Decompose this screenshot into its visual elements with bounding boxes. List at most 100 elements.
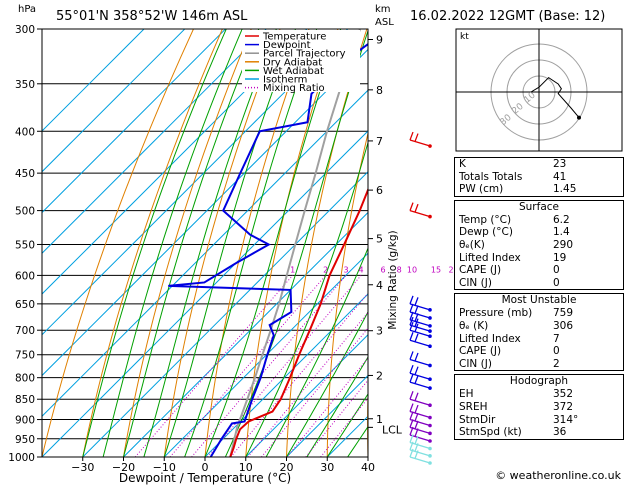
surface-label: Dewp (°C) <box>459 226 513 239</box>
hodograph-table-title: Hodograph <box>509 375 569 388</box>
index-row: K 23 <box>455 158 623 171</box>
pressure-axis: 300 350 400 450 500 550 600 650 700 750 800 850 900 9… <box>8 24 42 464</box>
mixing-ratio-label: 1 <box>290 265 295 274</box>
wind-barb-flag <box>409 390 414 400</box>
wind-barb-flag <box>414 375 419 384</box>
wind-barb-flag <box>414 333 419 342</box>
pressure-tick-label: 450 <box>15 168 35 180</box>
hodograph-stat-row: SREH 372 <box>455 401 623 414</box>
hodograph-stat-row: StmSpd (kt) 36 <box>455 426 623 439</box>
wind-barb-flag <box>414 297 419 306</box>
wind-barb-flag <box>414 428 419 437</box>
most-unstable-label: CAPE (J) <box>459 345 502 358</box>
wind-barb-dot <box>428 415 432 420</box>
profile-lines <box>168 29 368 457</box>
wind-barb-dot <box>428 214 432 219</box>
pressure-tick-label: 950 <box>15 434 35 446</box>
surface-row: CAPE (J) 0 <box>455 264 623 277</box>
pressure-tick-label: 350 <box>15 79 35 91</box>
index-row: Totals Totals 41 <box>455 171 623 184</box>
temperature-line <box>229 187 368 457</box>
wet-adiabat-line <box>265 246 368 457</box>
legend-box <box>242 30 360 92</box>
pressure-tick-label: 300 <box>15 24 35 36</box>
hodograph-stat-value: 352 <box>553 388 574 401</box>
mixing-ratio-label: 15 <box>431 265 441 274</box>
temperature-tick-label: −10 <box>153 461 176 474</box>
pressure-tick-label: 500 <box>15 206 35 218</box>
most-unstable-value: 2 <box>553 357 560 370</box>
wind-barb-dot <box>428 363 432 368</box>
wind-barb <box>409 449 431 457</box>
isotherm-line <box>42 89 368 417</box>
wind-barb-dot <box>428 329 432 333</box>
wind-barb <box>409 372 431 380</box>
mixing-ratio-label: 20 <box>449 265 459 274</box>
wind-barb <box>409 209 431 218</box>
surface-title: Surface <box>518 200 559 213</box>
wind-barb-flag <box>409 131 414 141</box>
dry-adiabat-line <box>42 29 194 457</box>
wind-barb <box>409 381 431 389</box>
wind-barb-flag <box>414 313 419 322</box>
altitude-tick-label: 2 <box>376 369 383 382</box>
most-unstable-label: Pressure (mb) <box>459 307 533 320</box>
wind-barb-flag <box>414 323 419 332</box>
copyright: © weatheronline.co.uk <box>495 469 621 482</box>
most-unstable-value: 759 <box>553 307 574 320</box>
pressure-tick-label: 750 <box>15 350 35 362</box>
wind-barb-flag <box>414 392 419 401</box>
lcl-label: LCL <box>382 423 403 436</box>
most-unstable-row: Pressure (mb) 759 <box>455 307 623 320</box>
pressure-tick-label: 400 <box>15 126 35 138</box>
wind-barb <box>409 456 431 464</box>
wind-barb <box>409 418 431 427</box>
wind-barb-flag <box>409 434 414 443</box>
wind-barb-flag <box>409 202 414 211</box>
isotherm-line <box>82 171 368 457</box>
wind-barb <box>409 398 431 406</box>
index-label: K <box>459 158 466 170</box>
wind-barb-dot <box>428 423 432 428</box>
hodograph-unit-label: kt <box>460 32 469 42</box>
dry-adiabat-line <box>163 29 281 457</box>
wind-barb-flag <box>414 133 419 142</box>
pressure-tick-label: 550 <box>15 239 35 251</box>
index-value: 1.45 <box>553 183 577 196</box>
mixing-ratio-label: 8 <box>397 265 402 274</box>
mixing-ratio-label: 2 <box>323 265 328 274</box>
isotherm-line <box>163 252 368 457</box>
hodograph-stat-row: EH 352 <box>455 388 623 401</box>
most-unstable-label: CIN (J) <box>459 357 492 370</box>
wind-barb-flag <box>409 403 414 412</box>
wind-barb-flag <box>409 411 414 420</box>
wet-adiabat-line <box>82 29 227 457</box>
altitude-tick-label: 5 <box>376 233 383 246</box>
wind-barb-flag <box>414 412 419 422</box>
temperature-tick-label: 40 <box>361 461 375 474</box>
surface-value: 6.2 <box>553 213 570 226</box>
legend-label: Wet Adiabat <box>263 66 324 77</box>
wind-barb-flag <box>414 318 419 327</box>
wind-barb <box>409 339 431 347</box>
isotherm-line <box>123 211 368 457</box>
wind-barb-dot <box>428 431 432 436</box>
wind-barb-flag <box>409 441 414 451</box>
mixing-ratio-line <box>134 275 294 457</box>
wind-barb-flag <box>409 295 414 305</box>
temperature-tick-label: 20 <box>280 461 294 474</box>
most-unstable-label: Lifted Index <box>459 332 521 345</box>
temperature-tick-label: 30 <box>320 461 334 474</box>
wet-adiabat-line <box>286 310 368 457</box>
mixing-ratio-label: 10 <box>407 265 417 274</box>
mixing-ratio-label: 4 <box>359 265 364 274</box>
mixing-ratio-labels: 12346810152025 <box>290 265 473 274</box>
wind-barb <box>409 139 431 147</box>
wind-barb-dot <box>428 334 432 339</box>
altitude-tick-label: 3 <box>376 325 383 338</box>
wind-barb-dot <box>428 446 432 451</box>
wind-barb <box>409 329 431 337</box>
indices-panel: K 23 Totals Totals 41 PW (cm) 1.45 Surface Te… <box>454 157 624 440</box>
